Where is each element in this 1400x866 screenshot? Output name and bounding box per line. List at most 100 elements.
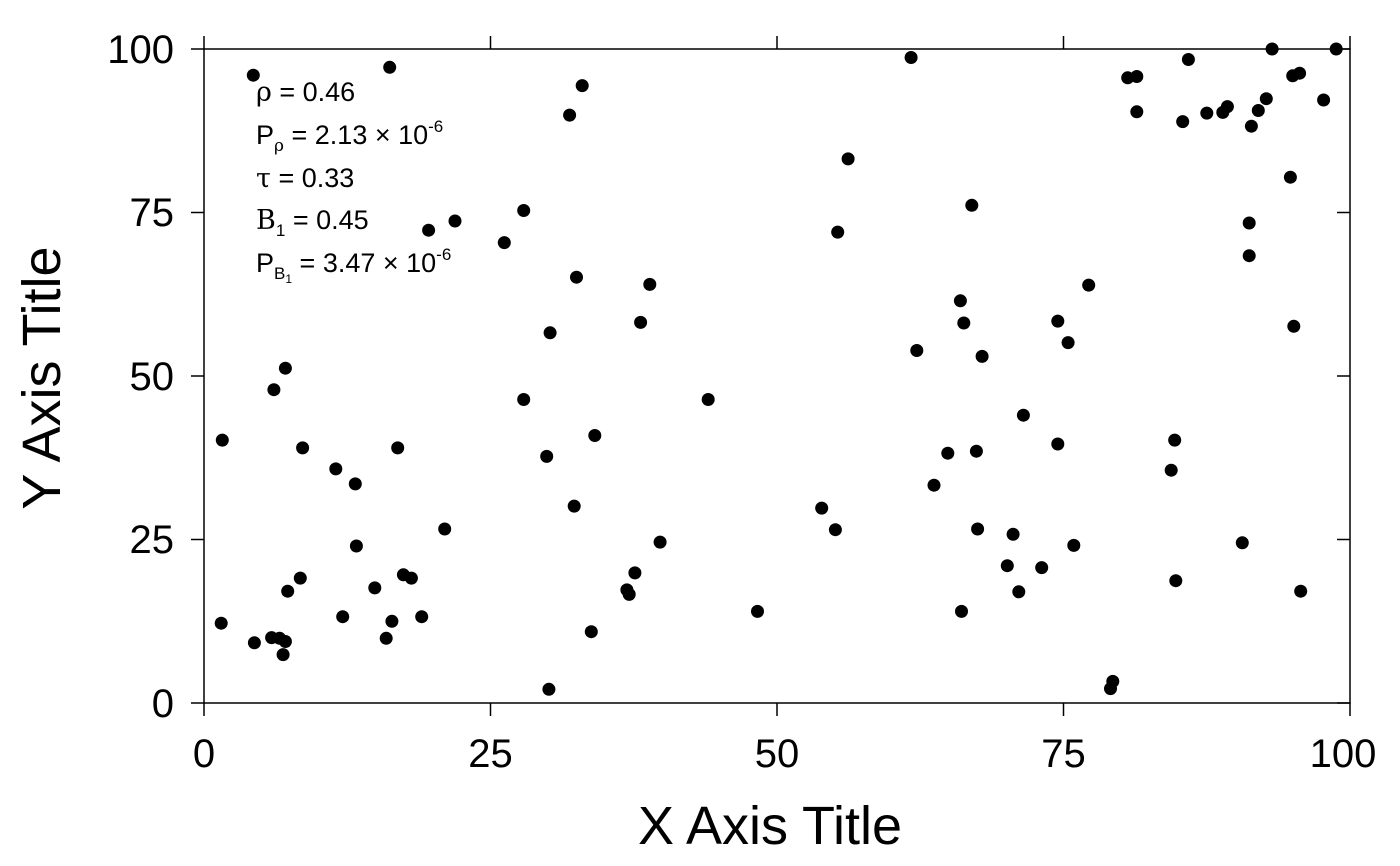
data-point <box>584 625 598 639</box>
data-point <box>941 446 955 460</box>
data-point <box>1329 42 1343 56</box>
data-point <box>329 462 343 476</box>
data-point <box>1168 433 1182 447</box>
data-point <box>628 566 642 580</box>
data-point <box>910 344 924 357</box>
tau-symbol: τ <box>256 163 271 194</box>
y-tick-label: 0 <box>152 682 174 726</box>
data-point <box>448 214 462 228</box>
data-point <box>267 383 281 397</box>
data-point <box>653 535 667 549</box>
data-point <box>1283 170 1297 184</box>
data-point <box>1130 105 1144 119</box>
x-axis-title: X Axis Title <box>638 796 902 856</box>
data-point <box>955 604 968 618</box>
data-point <box>965 198 979 212</box>
data-point <box>1259 92 1273 106</box>
rho-stat: ρ = 0.46 <box>256 77 355 108</box>
data-point <box>1051 314 1065 328</box>
p-b1-stat: PB1 = 3.47 × 10-6 <box>256 245 451 286</box>
data-point <box>1242 249 1256 263</box>
data-point <box>391 441 405 455</box>
data-point <box>904 51 918 64</box>
p-b1-exponent: -6 <box>436 245 451 264</box>
data-point <box>1244 119 1258 133</box>
data-point <box>1242 216 1256 230</box>
x-tick-label: 50 <box>755 732 800 776</box>
data-point <box>643 277 657 291</box>
data-point <box>1293 66 1307 80</box>
y-tick-label: 25 <box>130 518 175 562</box>
p-rho-letter: P <box>256 120 274 150</box>
data-point <box>438 522 452 536</box>
p-b1-letter: P <box>256 248 274 278</box>
data-point <box>214 616 228 630</box>
p-b1-subscript: B <box>274 264 285 283</box>
p-b1-subsubscript: 1 <box>285 272 292 286</box>
data-point <box>634 315 648 329</box>
data-point <box>296 441 310 455</box>
data-point <box>1251 104 1265 117</box>
data-point <box>831 225 845 239</box>
data-point <box>383 60 397 74</box>
y-tick-label: 75 <box>130 191 175 235</box>
data-point <box>1317 93 1331 107</box>
data-point <box>841 152 855 166</box>
y-axis-title: Y Axis Title <box>12 246 72 509</box>
data-point <box>1294 584 1308 598</box>
data-point <box>1200 106 1214 120</box>
b1-subscript: 1 <box>276 221 285 240</box>
rho-symbol: ρ <box>256 77 272 108</box>
data-point <box>751 604 764 618</box>
data-point <box>278 361 292 375</box>
data-point <box>422 223 436 237</box>
data-point <box>540 449 554 463</box>
data-point <box>701 393 715 406</box>
data-point <box>1265 42 1279 56</box>
x-tick-label: 75 <box>1041 732 1086 776</box>
b1-letter: B <box>256 205 276 236</box>
data-point <box>368 581 382 595</box>
data-point <box>293 571 307 585</box>
data-point <box>517 393 531 406</box>
data-point <box>828 523 842 537</box>
y-tick-label: 50 <box>130 355 175 399</box>
x-tick-label: 25 <box>468 732 513 776</box>
p-rho-subscript: ρ <box>274 136 284 156</box>
data-point <box>1006 527 1020 541</box>
p-b1-value: = 3.47 × 10 <box>292 248 436 278</box>
data-point <box>1012 585 1026 599</box>
data-point <box>246 68 260 82</box>
data-point <box>622 587 636 601</box>
data-point <box>1000 559 1014 573</box>
data-point <box>815 501 829 515</box>
data-point <box>542 682 556 696</box>
data-point <box>276 648 290 662</box>
data-point <box>1067 538 1081 552</box>
data-point <box>570 270 583 284</box>
data-point <box>575 79 589 93</box>
data-point <box>404 571 418 585</box>
data-point <box>1016 408 1030 422</box>
b1-value: = 0.45 <box>285 205 368 235</box>
data-point <box>415 610 429 624</box>
data-point <box>385 614 399 628</box>
data-point <box>517 204 531 217</box>
data-point <box>953 294 967 308</box>
data-point <box>349 539 363 553</box>
data-point <box>543 326 557 340</box>
data-point <box>1176 115 1190 129</box>
data-point <box>588 429 602 442</box>
data-point <box>379 631 393 645</box>
x-tick-label: 0 <box>193 732 215 776</box>
data-point <box>1287 319 1301 333</box>
data-point <box>1051 437 1065 451</box>
rho-value: = 0.46 <box>272 77 355 107</box>
data-point <box>497 236 511 250</box>
b1-stat: B1 = 0.45 <box>256 205 369 240</box>
data-point <box>1106 674 1120 688</box>
p-rho-exponent: -6 <box>428 117 443 136</box>
data-point <box>1130 70 1144 83</box>
tau-stat: τ = 0.33 <box>256 163 354 194</box>
